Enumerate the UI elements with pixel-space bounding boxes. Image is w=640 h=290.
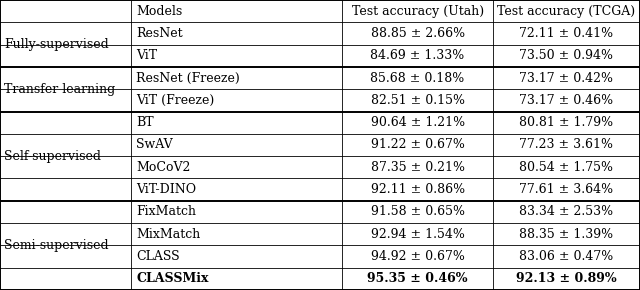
Text: 77.23 ± 3.61%: 77.23 ± 3.61% (520, 139, 613, 151)
Text: ViT: ViT (136, 49, 157, 62)
Text: CLASSMix: CLASSMix (136, 272, 209, 285)
Text: 80.81 ± 1.79%: 80.81 ± 1.79% (519, 116, 614, 129)
Text: Semi-supervised: Semi-supervised (4, 239, 108, 252)
Text: 72.11 ± 0.41%: 72.11 ± 0.41% (519, 27, 614, 40)
Text: 88.85 ± 2.66%: 88.85 ± 2.66% (371, 27, 465, 40)
Text: 84.69 ± 1.33%: 84.69 ± 1.33% (371, 49, 465, 62)
Text: 80.54 ± 1.75%: 80.54 ± 1.75% (520, 161, 613, 174)
Text: BT: BT (136, 116, 154, 129)
Text: Test accuracy (TCGA): Test accuracy (TCGA) (497, 5, 636, 18)
Text: ResNet (Freeze): ResNet (Freeze) (136, 72, 240, 85)
Text: 91.22 ± 0.67%: 91.22 ± 0.67% (371, 139, 465, 151)
Text: 83.34 ± 2.53%: 83.34 ± 2.53% (519, 205, 614, 218)
Text: MixMatch: MixMatch (136, 228, 200, 241)
Text: Self-supervised: Self-supervised (4, 150, 101, 163)
Text: 95.35 ± 0.46%: 95.35 ± 0.46% (367, 272, 468, 285)
Text: 83.06 ± 0.47%: 83.06 ± 0.47% (519, 250, 614, 263)
Text: Fully-supervised: Fully-supervised (4, 38, 109, 51)
Text: 88.35 ± 1.39%: 88.35 ± 1.39% (519, 228, 614, 241)
Text: 77.61 ± 3.64%: 77.61 ± 3.64% (519, 183, 614, 196)
Text: ViT-DINO: ViT-DINO (136, 183, 196, 196)
Text: FixMatch: FixMatch (136, 205, 196, 218)
Text: CLASS: CLASS (136, 250, 180, 263)
Text: 73.50 ± 0.94%: 73.50 ± 0.94% (520, 49, 613, 62)
Text: 92.94 ± 1.54%: 92.94 ± 1.54% (371, 228, 465, 241)
Text: ResNet: ResNet (136, 27, 183, 40)
Text: Models: Models (136, 5, 182, 18)
Text: Test accuracy (Utah): Test accuracy (Utah) (351, 5, 484, 18)
Text: 94.92 ± 0.67%: 94.92 ± 0.67% (371, 250, 465, 263)
Text: 73.17 ± 0.46%: 73.17 ± 0.46% (519, 94, 614, 107)
Text: 90.64 ± 1.21%: 90.64 ± 1.21% (371, 116, 465, 129)
Text: 87.35 ± 0.21%: 87.35 ± 0.21% (371, 161, 465, 174)
Text: 91.58 ± 0.65%: 91.58 ± 0.65% (371, 205, 465, 218)
Text: 92.11 ± 0.86%: 92.11 ± 0.86% (371, 183, 465, 196)
Text: SwAV: SwAV (136, 139, 173, 151)
Text: 85.68 ± 0.18%: 85.68 ± 0.18% (371, 72, 465, 85)
Text: Transfer learning: Transfer learning (4, 83, 115, 96)
Text: 73.17 ± 0.42%: 73.17 ± 0.42% (520, 72, 613, 85)
Text: MoCoV2: MoCoV2 (136, 161, 191, 174)
Text: ViT (Freeze): ViT (Freeze) (136, 94, 214, 107)
Text: 82.51 ± 0.15%: 82.51 ± 0.15% (371, 94, 465, 107)
Text: 92.13 ± 0.89%: 92.13 ± 0.89% (516, 272, 617, 285)
